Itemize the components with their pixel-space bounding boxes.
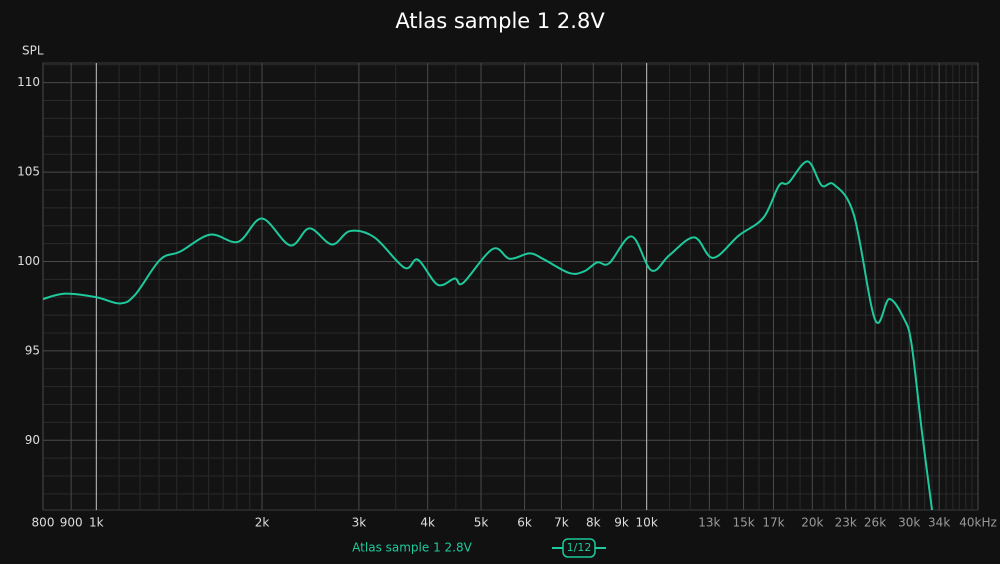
x-tick-label: 4k bbox=[420, 516, 435, 530]
x-tick-label: 900 bbox=[60, 516, 83, 530]
y-tick-label: 105 bbox=[17, 165, 40, 179]
x-tick-label: 5k bbox=[474, 516, 489, 530]
x-tick-label: 30k bbox=[898, 516, 920, 530]
x-tick-label: 7k bbox=[554, 516, 569, 530]
x-tick-label: 20k bbox=[801, 516, 823, 530]
smoothing-box bbox=[562, 538, 596, 558]
chart-title: Atlas sample 1 2.8V bbox=[395, 9, 605, 33]
smoothing-button[interactable]: 1/12 bbox=[552, 538, 606, 558]
x-tick-label: 40kHz bbox=[959, 516, 997, 530]
labels: 90 95 100 105 110 800 900 1k 2k 3k 4k 5k 6k 7k 8k 9k 10k… bbox=[17, 75, 997, 554]
x-tick-label: 2k bbox=[255, 516, 270, 530]
smoothing-label: 1/12 bbox=[567, 541, 592, 554]
x-tick-label: 23k bbox=[835, 516, 857, 530]
grid bbox=[42, 62, 979, 511]
x-tick-label: 3k bbox=[352, 516, 367, 530]
x-tick-label: 17k bbox=[762, 516, 784, 530]
x-tick-label: 10k bbox=[636, 516, 658, 530]
x-tick-label: 9k bbox=[614, 516, 629, 530]
x-tick-label: 34k bbox=[928, 516, 950, 530]
plot-area bbox=[43, 160, 934, 510]
x-tick-label: 8k bbox=[586, 516, 601, 530]
legend-label: Atlas sample 1 2.8V bbox=[352, 541, 472, 555]
x-tick-label: 13k bbox=[698, 516, 720, 530]
y-tick-label: 100 bbox=[17, 254, 40, 268]
y-tick-label: 110 bbox=[17, 75, 40, 89]
y-tick-label: 90 bbox=[25, 433, 40, 447]
x-tick-label: 26k bbox=[864, 516, 886, 530]
x-tick-label: 1k bbox=[89, 516, 104, 530]
y-tick-label: 95 bbox=[25, 343, 40, 357]
x-tick-label: 15k bbox=[732, 516, 754, 530]
x-tick-label: 6k bbox=[517, 516, 532, 530]
response-line bbox=[43, 160, 934, 510]
x-tick-label: 800 bbox=[32, 516, 55, 530]
y-axis-label: SPL bbox=[22, 44, 44, 58]
plot-frame bbox=[42, 62, 979, 511]
